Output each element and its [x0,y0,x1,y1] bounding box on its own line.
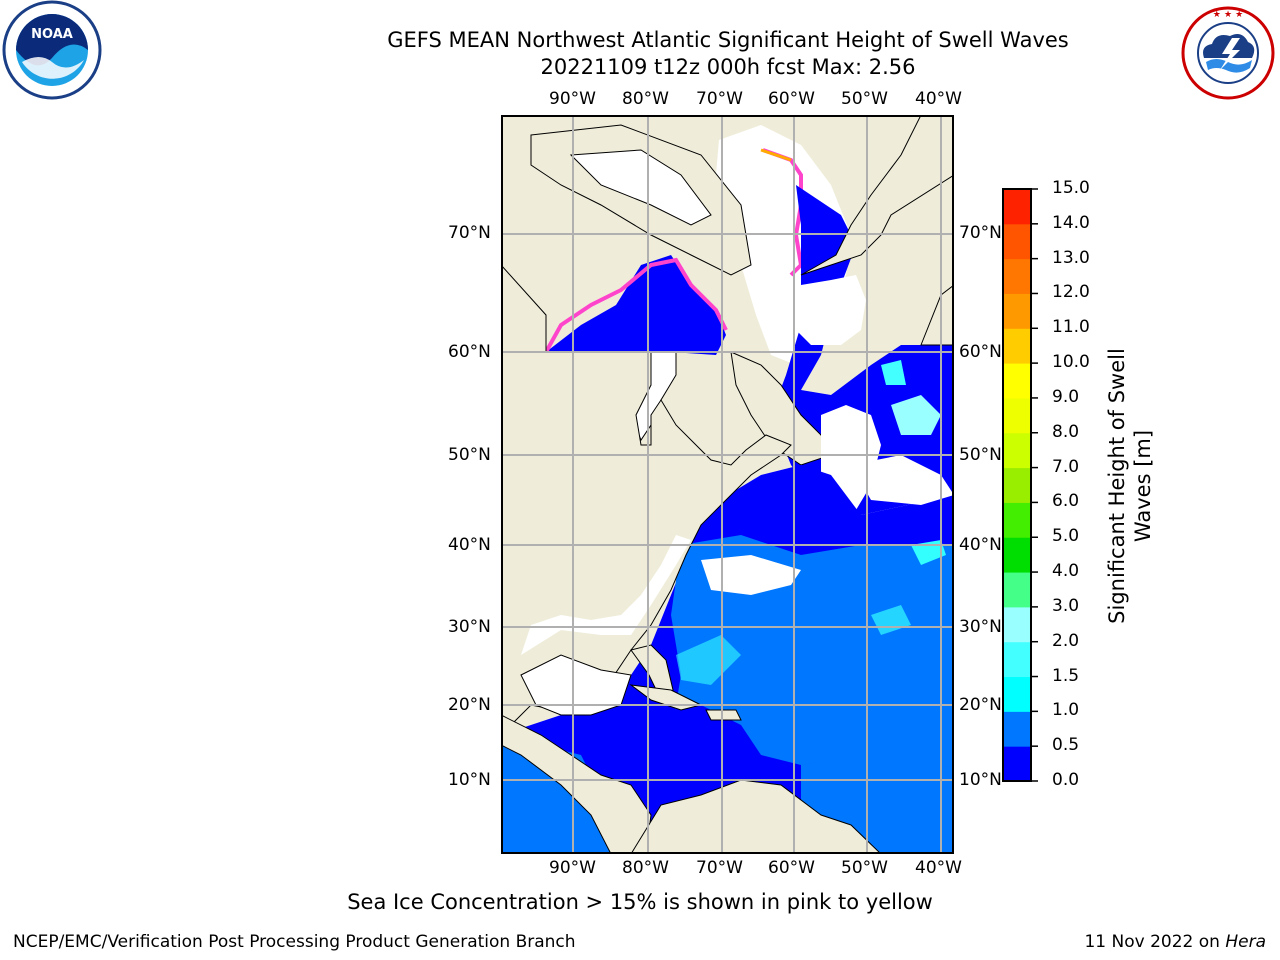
lat-label-left: 40°N [448,535,491,555]
lat-label-right: 20°N [959,695,1002,715]
colorbar-segment [1003,502,1031,538]
greenland [800,115,954,276]
colorbar-tick-label: 12.0 [1052,282,1090,303]
lon-label-bottom: 60°W [768,858,815,878]
lat-label-right: 30°N [959,617,1002,637]
lat-label-left: 70°N [448,223,491,243]
colorbar-tick-label: 13.0 [1052,247,1090,268]
lon-label-bottom: 90°W [549,858,596,878]
footer-credit: NCEP/EMC/Verification Post Processing Pr… [13,932,576,952]
colorbar-tick-label: 4.0 [1052,561,1080,582]
atlantic-white-2 [851,455,954,505]
colorbar-segment [1003,397,1031,434]
colorbar-segment [1003,746,1031,782]
lat-label-left: 50°N [448,445,491,465]
colorbar-tick-label: 11.0 [1052,317,1090,338]
colorbar-label-line1: Significant Height of Swell [1105,348,1129,624]
nws-ring-icon: ★ ★ ★ [1213,10,1243,20]
lat-label-right: 10°N [959,770,1002,790]
colorbar-segment [1003,641,1031,678]
colorbar-tick-label: 5.0 [1052,526,1080,547]
lat-label-left: 60°N [448,342,491,362]
lon-label-bottom: 50°W [841,858,888,878]
south-america [630,779,882,854]
sea-ice-caption: Sea Ice Concentration > 15% is shown in … [347,890,933,914]
colorbar-segment [1003,467,1031,503]
colorbar-segment [1003,606,1031,643]
colorbar [1002,188,1038,782]
colorbar-segment [1003,328,1031,364]
colorbar-tick-label: 0.0 [1052,770,1080,790]
footer-host: Hera [1225,932,1266,952]
colorbar-segment [1003,676,1031,712]
hispaniola [705,709,742,721]
colorbar-tick-label: 1.0 [1052,700,1080,721]
colorbar-tick-label: 7.0 [1052,456,1080,477]
swell-patch-2 [891,395,941,435]
lon-label-top: 70°W [696,89,743,109]
colorbar-tick-label: 14.0 [1052,212,1090,233]
colorbar-segment [1003,537,1031,573]
footer-date-text: 11 Nov 2022 on [1084,932,1226,952]
map-frame [501,115,954,854]
colorbar-segment [1003,572,1031,608]
lat-label-left: 20°N [448,695,491,715]
lat-label-right: 50°N [959,445,1002,465]
lat-label-left: 10°N [448,770,491,790]
lon-label-bottom: 80°W [622,858,669,878]
hudson-bay [546,255,726,355]
colorbar-tick-label: 6.0 [1052,491,1080,512]
colorbar-label-line2: Waves [m] [1131,429,1155,543]
greenland-east [920,284,954,346]
lon-label-top: 60°W [768,89,815,109]
lon-label-top: 80°W [622,89,669,109]
lon-label-top: 40°W [915,89,962,109]
colorbar-segment [1003,223,1031,260]
colorbar-tick-label: 8.0 [1052,421,1080,442]
colorbar-segment [1003,363,1031,399]
colorbar-tick-label: 0.5 [1052,735,1080,756]
hudson-ice-edge [544,257,728,353]
colorbar-tick-label: 10.0 [1052,352,1090,373]
swell-patch-5 [911,540,946,565]
swell-patch-1 [676,635,741,685]
lon-label-bottom: 40°W [915,858,962,878]
colorbar-tick-label: 1.5 [1052,665,1080,686]
greenland-ice [796,275,866,345]
colorbar-tick-label: 15.0 [1052,178,1090,198]
pacific-mid [501,735,621,854]
lat-label-left: 30°N [448,617,491,637]
lon-label-top: 50°W [841,89,888,109]
colorbar-tick-label: 2.0 [1052,630,1080,651]
lat-label-right: 60°N [959,342,1002,362]
noaa-logo-text: NOAA [31,27,73,42]
colorbar-segment [1003,432,1031,469]
map-title: GEFS MEAN Northwest Atlantic Significant… [387,28,1069,52]
nws-logo: ★ ★ ★ [1181,6,1275,100]
lat-label-right: 40°N [959,535,1002,555]
noaa-logo: NOAA [2,0,102,100]
colorbar-tick-label: 9.0 [1052,386,1080,407]
colorbar-segment [1003,711,1031,747]
swell-patch-3 [881,360,906,385]
colorbar-segment [1003,189,1031,225]
map-subtitle: 20221109 t12z 000h fcst Max: 2.56 [540,55,916,79]
map-panel [501,115,954,854]
lat-label-right: 70°N [959,223,1002,243]
graticule [501,115,954,854]
colorbar-segment [1003,258,1031,294]
colorbar-frame [1002,188,1032,782]
us-interior-white [521,535,691,655]
colorbar-tick-label: 3.0 [1052,595,1080,616]
central-america [501,714,652,854]
baffin-ice-edge-2 [760,148,792,162]
atlantic-white-1 [701,555,801,595]
lon-label-bottom: 70°W [696,858,743,878]
footer-date: 11 Nov 2022 on Hera [1084,932,1266,952]
colorbar-label: Significant Height of Swell Waves [m] [1104,331,1156,641]
colorbar-segment [1003,293,1031,329]
lon-label-top: 90°W [549,89,596,109]
